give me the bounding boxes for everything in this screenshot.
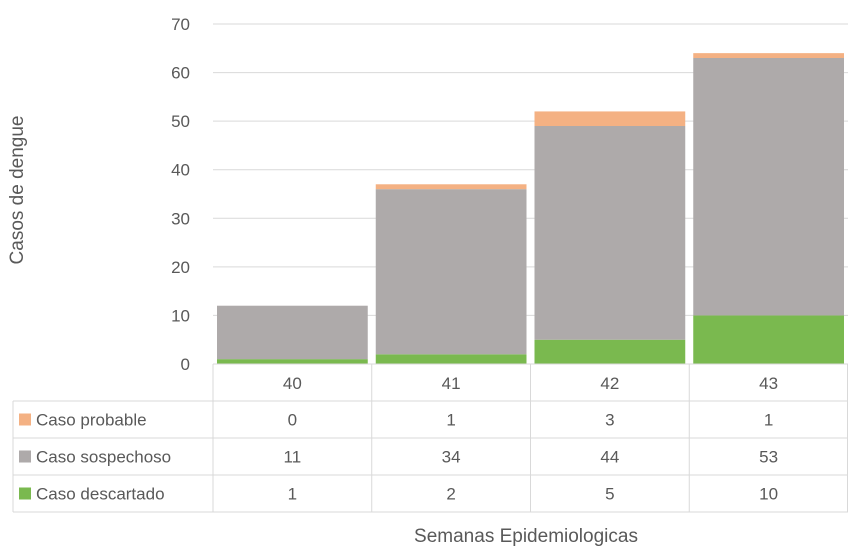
bar-segment: [534, 111, 686, 126]
table-cell-value: 11: [284, 448, 302, 467]
legend-label: Caso descartado: [36, 485, 165, 504]
x-category-label: 42: [600, 374, 619, 393]
table-cell-value: 10: [759, 485, 778, 504]
y-tick-label: 60: [171, 64, 190, 83]
bar-segment: [534, 339, 686, 364]
bar-segment: [375, 189, 527, 355]
bar-segment: [693, 315, 844, 364]
table-cell-value: 1: [446, 411, 455, 430]
table-cell-value: 44: [600, 448, 619, 467]
bar-segment: [375, 354, 527, 364]
x-axis-label: Semanas Epidemiologicas: [414, 526, 638, 546]
bars: [217, 53, 844, 364]
table-cell-value: 1: [764, 411, 773, 430]
table-cell-value: 5: [605, 485, 614, 504]
table-cell-value: 34: [442, 448, 461, 467]
x-category-label: 41: [442, 374, 461, 393]
legend-swatch: [19, 450, 31, 463]
bar-segment: [534, 126, 686, 340]
y-tick-label: 40: [171, 161, 190, 180]
y-axis-label: Casos de dengue: [7, 116, 28, 265]
bar-segment: [217, 359, 368, 364]
table-cell-value: 0: [288, 411, 297, 430]
legend-label: Caso sospechoso: [36, 448, 171, 467]
bar-segment: [375, 184, 527, 190]
y-tick-label: 0: [181, 355, 190, 374]
legend-swatch: [19, 487, 31, 500]
y-tick-labels: 0 10 20 30 40 50 60 70: [171, 15, 190, 374]
data-table: 40 41 42 43 Caso probable 0 1 3 1 Caso sospechoso…: [12, 363, 848, 513]
legend-swatch: [19, 413, 31, 426]
table-cell-value: 2: [446, 485, 455, 504]
gridlines: [213, 23, 848, 316]
table-cell-value: 1: [288, 485, 297, 504]
table-cell-value: 53: [759, 448, 778, 467]
y-tick-label: 10: [171, 306, 190, 325]
y-tick-label: 70: [171, 15, 190, 34]
table-cell-value: 3: [605, 411, 614, 430]
y-tick-label: 50: [171, 112, 190, 131]
bar-segment: [693, 58, 844, 316]
legend-label: Caso probable: [36, 411, 147, 430]
y-tick-label: 20: [171, 258, 190, 277]
x-category-label: 43: [759, 374, 778, 393]
bar-segment: [217, 305, 368, 360]
x-category-label: 40: [283, 374, 302, 393]
bar-segment: [693, 53, 844, 58]
y-tick-label: 30: [171, 209, 190, 228]
